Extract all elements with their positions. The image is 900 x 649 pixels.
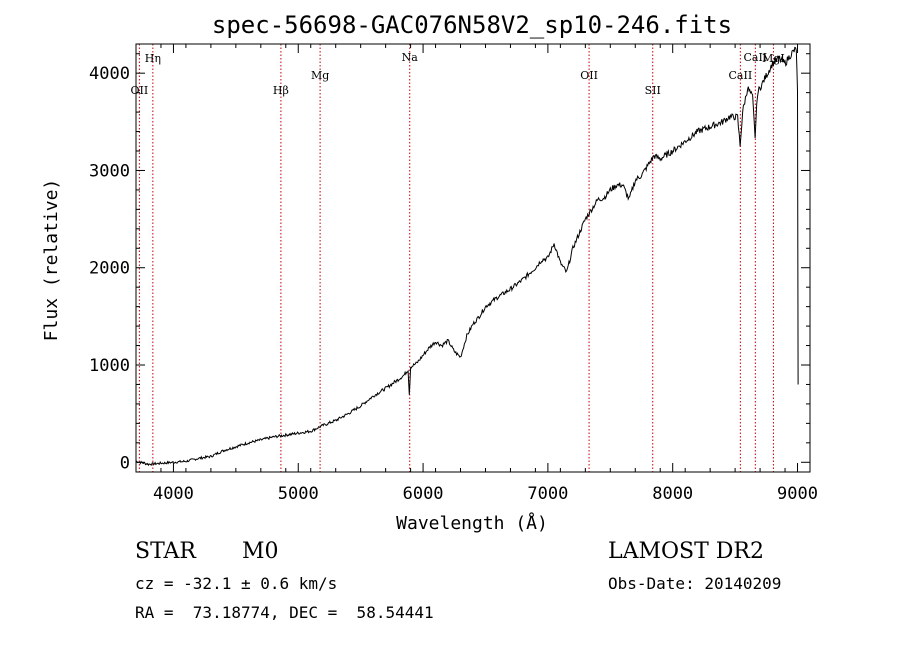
survey-name: LAMOST DR2 — [608, 539, 764, 564]
object-class: STAR — [135, 539, 196, 564]
object-subclass: M0 — [242, 539, 279, 564]
axis-ticks: 4000 5000 6000 7000 8000 9000 0 1000 2000 3000 400… — [89, 44, 818, 504]
ra-dec-text: RA = 73.18774, DEC = 58.54441 — [135, 603, 434, 622]
x-tick-label: 5000 — [278, 484, 319, 504]
spectral-line-label: OII — [580, 69, 598, 82]
x-tick-label: 4000 — [153, 484, 194, 504]
spectral-line-label: MgI — [762, 52, 785, 65]
x-tick-label: 6000 — [403, 484, 444, 504]
spectral-line-label: SII — [645, 84, 661, 97]
spectral-line-label: Hβ — [273, 84, 289, 97]
spectrum-chart: spec-56698-GAC076N58V2_sp10-246.fits Hη O… — [41, 11, 818, 534]
y-tick-label: 4000 — [89, 64, 130, 84]
spectral-line-label: Mg — [311, 69, 329, 82]
spectral-line-label: Hη — [145, 52, 161, 65]
x-tick-label: 8000 — [652, 484, 693, 504]
spectral-line-label: CaII — [743, 51, 767, 64]
obs-date-text: Obs-Date: 20140209 — [608, 574, 782, 593]
spectral-line-label: OII — [131, 84, 149, 97]
y-tick-label: 0 — [120, 453, 130, 473]
spectrum-series — [136, 46, 799, 467]
y-tick-label: 2000 — [89, 259, 130, 279]
spectral-line-label: CaII — [729, 69, 753, 82]
y-tick-label: 3000 — [89, 161, 130, 181]
y-axis-label: Flux (relative) — [41, 179, 62, 342]
x-tick-label: 9000 — [777, 484, 818, 504]
y-tick-label: 1000 — [89, 356, 130, 376]
x-axis-label: Wavelength (Å) — [396, 512, 548, 534]
redshift-text: cz = -32.1 ± 0.6 km/s — [135, 574, 338, 593]
chart-title: spec-56698-GAC076N58V2_sp10-246.fits — [212, 11, 732, 39]
spectral-line-label: Na — [402, 51, 419, 64]
x-tick-label: 7000 — [527, 484, 568, 504]
plot-frame — [135, 43, 811, 473]
